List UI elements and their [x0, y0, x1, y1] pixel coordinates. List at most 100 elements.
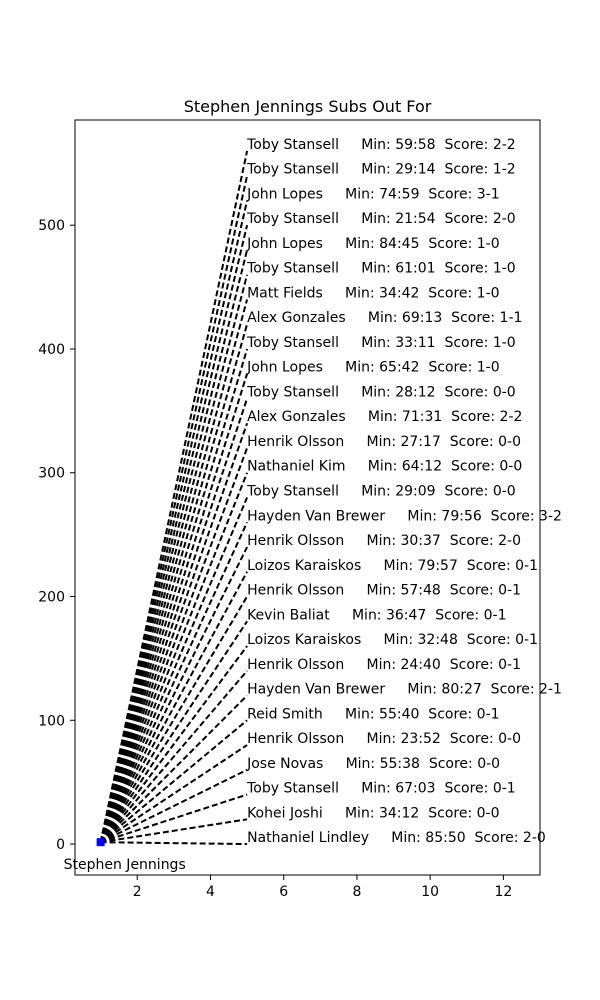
minute-value: Min: 65:42 [323, 360, 420, 376]
score-value: Score: 3-1 [420, 186, 500, 202]
connector-line [99, 546, 248, 843]
player-name: John Lopes [246, 360, 323, 376]
connector-line [100, 744, 248, 844]
entry-label: Loizos Karaiskos Min: 32:48 Score: 0-1 [247, 632, 538, 648]
minute-value: Min: 34:42 [323, 285, 420, 301]
minute-value: Min: 71:31 [346, 409, 443, 425]
entry-label: Henrik Olsson Min: 23:52 Score: 0-0 [247, 731, 521, 747]
connector-line [100, 768, 248, 844]
score-value: Score: 0-0 [419, 805, 499, 821]
minute-value: Min: 21:54 [339, 211, 436, 227]
connector-line [99, 670, 248, 843]
entry-label: Toby Stansell Min: 33:11 Score: 1-0 [246, 335, 516, 351]
y-axis: 0 100 200 300 400 500 [38, 218, 75, 853]
score-value: Score: 2-0 [466, 830, 546, 846]
connector-line [99, 348, 249, 843]
player-name: Toby Stansell [246, 261, 339, 277]
entry-label: Hayden Van Brewer Min: 79:56 Score: 3-2 [247, 508, 562, 524]
y-tick-label: 500 [38, 218, 65, 234]
score-value: Score: 2-0 [436, 211, 516, 227]
score-value: Score: 1-0 [436, 335, 516, 351]
player-name: John Lopes [246, 186, 323, 202]
connector-line [99, 150, 249, 843]
player-name: Henrik Olsson [247, 434, 344, 450]
player-name: Alex Gonzales [247, 409, 346, 425]
connector-line [99, 398, 249, 843]
minute-value: Min: 33:11 [339, 335, 436, 351]
score-value: Score: 0-1 [436, 781, 516, 797]
x-tick-label: 10 [421, 884, 439, 900]
y-tick-label: 100 [38, 713, 65, 729]
player-name: Loizos Karaiskos [247, 558, 361, 574]
entry-label: Toby Stansell Min: 29:09 Score: 0-0 [246, 484, 516, 500]
entry-label: Toby Stansell Min: 21:54 Score: 2-0 [246, 211, 516, 227]
connector-line [99, 571, 248, 843]
minute-value: Min: 29:09 [339, 484, 436, 500]
score-value: Score: 2-2 [442, 409, 522, 425]
minute-value: Min: 29:14 [339, 162, 436, 178]
minute-value: Min: 23:52 [344, 731, 441, 747]
score-value: Score: 1-1 [442, 310, 522, 326]
connector-lines [99, 150, 249, 846]
connector-line [99, 224, 249, 843]
player-name: Hayden Van Brewer [247, 682, 385, 698]
score-value: Score: 1-0 [419, 285, 499, 301]
player-name: Matt Fields [247, 285, 323, 301]
minute-value: Min: 64:12 [346, 459, 443, 475]
connector-line [100, 793, 248, 844]
x-tick-label: 8 [352, 884, 361, 900]
minute-value: Min: 36:47 [330, 607, 427, 623]
player-name: Kevin Baliat [247, 607, 330, 623]
score-value: Score: 0-1 [441, 657, 521, 673]
player-name: Nathaniel Kim [247, 459, 345, 475]
player-name: Toby Stansell [246, 384, 339, 400]
minute-value: Min: 67:03 [339, 781, 436, 797]
player-name: Loizos Karaiskos [247, 632, 361, 648]
minute-value: Min: 79:57 [361, 558, 458, 574]
connector-line [99, 521, 248, 843]
score-value: Score: 0-0 [436, 384, 516, 400]
minute-value: Min: 28:12 [339, 384, 436, 400]
player-name: Toby Stansell [246, 137, 339, 153]
connector-line [99, 274, 249, 843]
entry-label: Henrik Olsson Min: 27:17 Score: 0-0 [247, 434, 521, 450]
player-name: Jose Novas [246, 756, 323, 772]
entry-label: John Lopes Min: 84:45 Score: 1-0 [246, 236, 500, 252]
minute-value: Min: 69:13 [346, 310, 443, 326]
score-value: Score: 0-0 [442, 459, 522, 475]
score-value: Score: 0-1 [419, 706, 499, 722]
x-tick-label: 4 [206, 884, 215, 900]
score-value: Score: 0-1 [458, 558, 538, 574]
entry-label: Reid Smith Min: 55:40 Score: 0-1 [247, 706, 499, 722]
player-name: Toby Stansell [246, 335, 339, 351]
connector-line [100, 841, 248, 846]
entry-label: John Lopes Min: 74:59 Score: 3-1 [246, 186, 500, 202]
score-value: Score: 0-0 [441, 731, 521, 747]
entry-label: Henrik Olsson Min: 30:37 Score: 2-0 [247, 533, 521, 549]
minute-value: Min: 24:40 [344, 657, 441, 673]
player-name: Toby Stansell [246, 162, 339, 178]
score-value: Score: 0-1 [458, 632, 538, 648]
entry-label: Nathaniel Lindley Min: 85:50 Score: 2-0 [247, 830, 546, 846]
minute-value: Min: 85:50 [369, 830, 466, 846]
minute-value: Min: 59:58 [339, 137, 436, 153]
minute-value: Min: 61:01 [339, 261, 436, 277]
minute-value: Min: 32:48 [361, 632, 458, 648]
entry-label: Toby Stansell Min: 59:58 Score: 2-2 [246, 137, 516, 153]
score-value: Score: 1-0 [420, 360, 500, 376]
entry-label: Loizos Karaiskos Min: 79:57 Score: 0-1 [247, 558, 538, 574]
score-value: Score: 0-0 [420, 756, 500, 772]
score-value: Score: 0-1 [441, 583, 521, 599]
connector-line [100, 818, 248, 844]
score-value: Score: 1-2 [436, 162, 516, 178]
minute-value: Min: 79:56 [385, 508, 482, 524]
entry-label: Toby Stansell Min: 29:14 Score: 1-2 [246, 162, 516, 178]
plot-frame [74, 119, 541, 876]
minute-value: Min: 74:59 [323, 186, 420, 202]
score-value: Score: 2-0 [441, 533, 521, 549]
player-name: Reid Smith [247, 706, 323, 722]
entry-label: Toby Stansell Min: 67:03 Score: 0-1 [246, 781, 516, 797]
minute-value: Min: 84:45 [323, 236, 420, 252]
connector-line [99, 645, 248, 843]
